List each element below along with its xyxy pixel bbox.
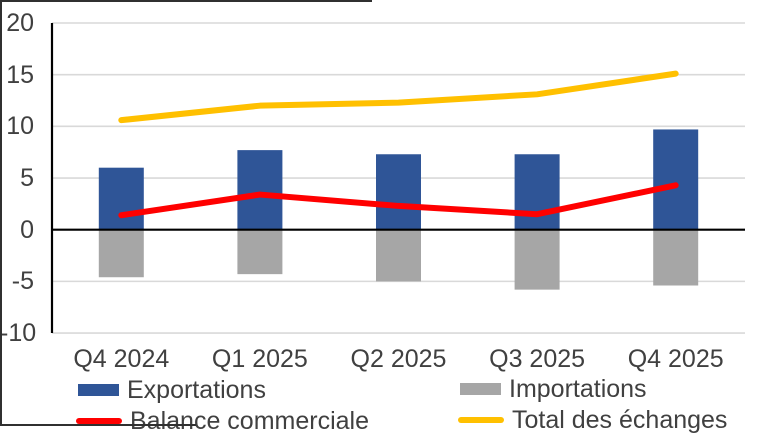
y-tick-label: -10 [0, 319, 37, 348]
legend-label-balance-commerciale: Balance commerciale [130, 407, 369, 435]
bar-importations-0 [98, 229, 144, 278]
y-tick-label: 5 [20, 164, 34, 193]
legend-swatch-total-des-echanges [458, 417, 504, 423]
legend-item-exportations: Exportations [78, 377, 266, 403]
legend-item-importations: Importations [460, 376, 647, 402]
y-tick-label: 15 [6, 60, 34, 89]
bar-exportations-1 [237, 150, 283, 230]
legend-label-total-des-echanges: Total des échanges [512, 406, 728, 434]
y-tick-label: 20 [6, 9, 34, 37]
line-total-des-changes [118, 70, 679, 124]
bar-exportations-4 [653, 129, 699, 230]
legend-swatch-balance-commerciale [76, 418, 122, 424]
legend-label-exportations: Exportations [127, 376, 266, 404]
bar-importations-3 [514, 229, 560, 290]
x-category-label: Q2 2025 [350, 345, 447, 373]
y-tick-label: 10 [6, 112, 34, 141]
chart-frame-border-left [0, 0, 2, 426]
bar-importations-1 [237, 229, 283, 275]
legend-item-balance-commerciale: Balance commerciale [76, 408, 369, 434]
x-category-label: Q4 2025 [627, 345, 724, 373]
y-tick-label: 0 [20, 215, 34, 244]
chart-frame-border-bottom [0, 424, 196, 426]
legend-label-importations: Importations [509, 375, 647, 403]
bar-exportations-3 [514, 154, 560, 230]
x-category-label: Q4 2024 [73, 345, 170, 373]
bar-exportations-0 [98, 167, 144, 230]
legend-item-total-des-echanges: Total des échanges [458, 407, 727, 433]
chart-frame-border-top [0, 0, 372, 2]
x-category-label: Q1 2025 [211, 345, 308, 373]
y-tick-label: -5 [11, 267, 34, 296]
bar-exportations-2 [376, 154, 421, 230]
x-category-label: Q3 2025 [489, 345, 586, 373]
line-balance-commerciale [118, 182, 679, 219]
legend-swatch-exportations [78, 384, 119, 396]
legend-swatch-importations [460, 383, 501, 395]
bar-importations-2 [376, 229, 421, 282]
bar-importations-4 [653, 229, 699, 286]
